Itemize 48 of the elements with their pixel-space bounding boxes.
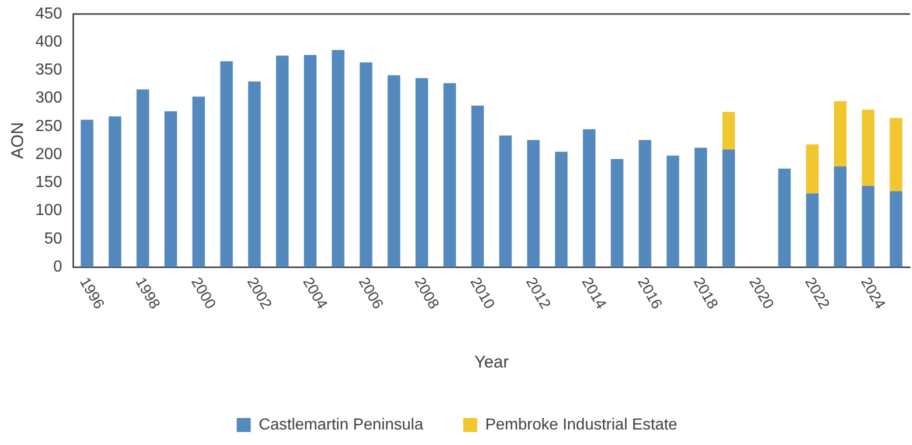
- bar: [610, 159, 624, 267]
- bar: [666, 156, 680, 267]
- bar: [638, 140, 652, 267]
- bar: [80, 120, 94, 267]
- bar: [862, 186, 874, 267]
- bar: [416, 78, 428, 267]
- bar: [443, 83, 456, 267]
- bar: [164, 111, 178, 267]
- bar: [582, 129, 596, 267]
- bar: [136, 89, 150, 267]
- x-axis-title: Year: [474, 352, 510, 372]
- bar: [834, 166, 847, 267]
- bar: [722, 112, 735, 150]
- bar: [694, 148, 708, 267]
- bar: [471, 106, 484, 267]
- bar: [862, 110, 874, 186]
- legend-label: Castlemartin Peninsula: [258, 416, 424, 434]
- bar: [248, 81, 261, 267]
- y-tick-label: 350: [35, 62, 62, 79]
- bar: [890, 118, 902, 192]
- y-axis-title: AON: [8, 122, 27, 159]
- y-tick-label: 150: [35, 174, 62, 192]
- bar: [276, 56, 289, 267]
- y-tick-label: 100: [35, 202, 62, 220]
- bar: [388, 75, 400, 267]
- bar: [360, 62, 372, 267]
- bar: [890, 191, 902, 267]
- bar: [304, 55, 316, 267]
- bar: [778, 168, 791, 267]
- y-tick-label: 0: [53, 258, 62, 276]
- y-tick-label: 450: [35, 5, 62, 22]
- legend-label: Pembroke Industrial Estate: [485, 416, 678, 434]
- bar: [192, 96, 205, 267]
- bar: [555, 152, 568, 267]
- y-tick-label: 300: [35, 90, 62, 107]
- y-tick-label: 400: [35, 34, 62, 51]
- bar: [722, 149, 735, 267]
- bar: [108, 116, 122, 267]
- bar: [527, 140, 540, 267]
- bar: [834, 101, 847, 166]
- y-tick-label: 250: [35, 118, 62, 135]
- bar: [499, 135, 512, 267]
- bar: [806, 144, 819, 194]
- bar: [332, 50, 344, 267]
- y-tick-label: 50: [44, 230, 62, 248]
- bar: [806, 193, 819, 267]
- y-tick-label: 200: [35, 146, 62, 163]
- bar: [220, 61, 233, 267]
